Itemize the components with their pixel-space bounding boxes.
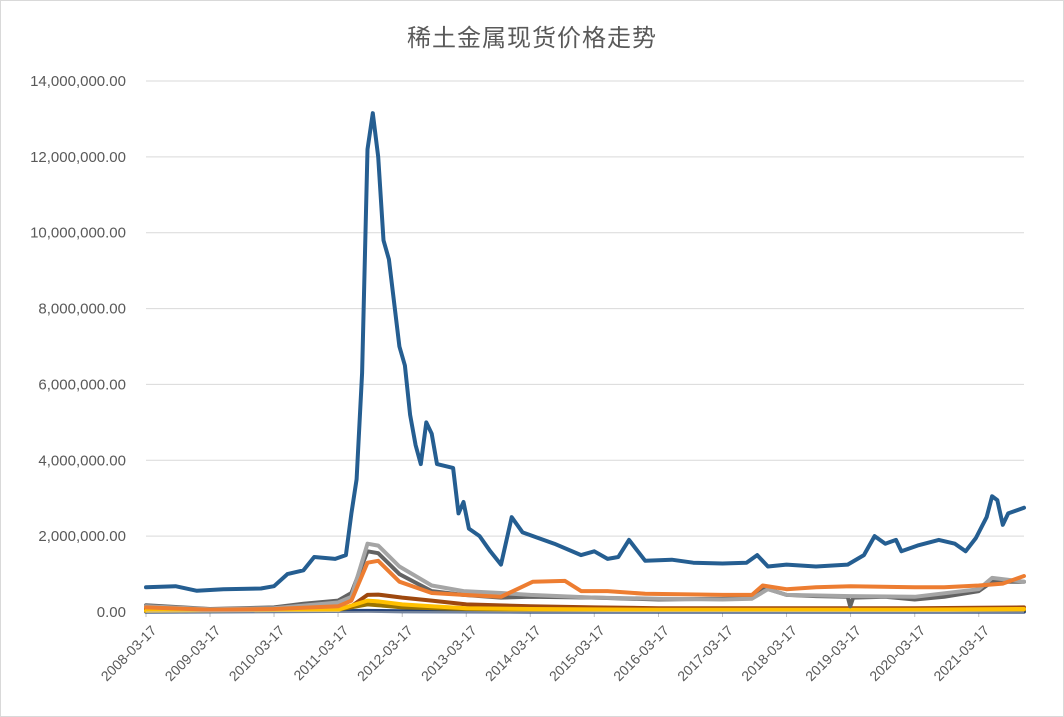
x-tick-label: 2008-03-17 <box>98 622 160 684</box>
y-tick-label: 12,000,000.00 <box>30 149 126 166</box>
series-line-3 <box>144 549 1026 611</box>
x-tick-label: 2021-03-17 <box>930 622 992 684</box>
x-tick-label: 2011-03-17 <box>290 622 351 683</box>
series-lines <box>144 111 1026 614</box>
x-tick-label: 2009-03-17 <box>162 622 224 684</box>
y-tick-label: 14,000,000.00 <box>30 73 126 90</box>
x-tick-label: 2012-03-17 <box>354 622 416 684</box>
x-tick-label: 2010-03-17 <box>226 622 288 684</box>
x-tick-label: 2013-03-17 <box>418 622 480 684</box>
chart-title: 稀土金属现货价格走势 <box>407 24 657 52</box>
y-tick-label: 6,000,000.00 <box>38 376 126 393</box>
x-tick-label: 2019-03-17 <box>802 622 864 684</box>
x-tick-label: 2015-03-17 <box>546 622 608 684</box>
y-tick-label: 4,000,000.00 <box>38 452 126 469</box>
series-line-1 <box>144 558 1026 612</box>
x-tick-label: 2017-03-17 <box>674 622 736 684</box>
x-tick-label: 2018-03-17 <box>738 622 800 684</box>
series-line-4 <box>144 598 1026 613</box>
x-tick-label: 2020-03-17 <box>866 622 928 684</box>
y-tick-label: 0.00 <box>97 604 126 621</box>
series-line-2 <box>144 541 1026 612</box>
y-tick-label: 2,000,000.00 <box>38 528 126 545</box>
series-line-0 <box>144 111 1026 593</box>
x-axis-tick-labels: 2008-03-17 2009-03-17 2010-03-17 2011-03-17… <box>98 612 992 684</box>
y-tick-label: 8,000,000.00 <box>38 301 126 318</box>
y-tick-label: 10,000,000.00 <box>30 225 126 242</box>
y-axis-tick-labels: 0.00 2,000,000.00 4,000,000.00 6,000,000.00… <box>30 73 126 621</box>
gridlines <box>146 80 1024 537</box>
x-tick-label: 2014-03-17 <box>482 622 544 684</box>
x-tick-label: 2016-03-17 <box>610 622 672 684</box>
